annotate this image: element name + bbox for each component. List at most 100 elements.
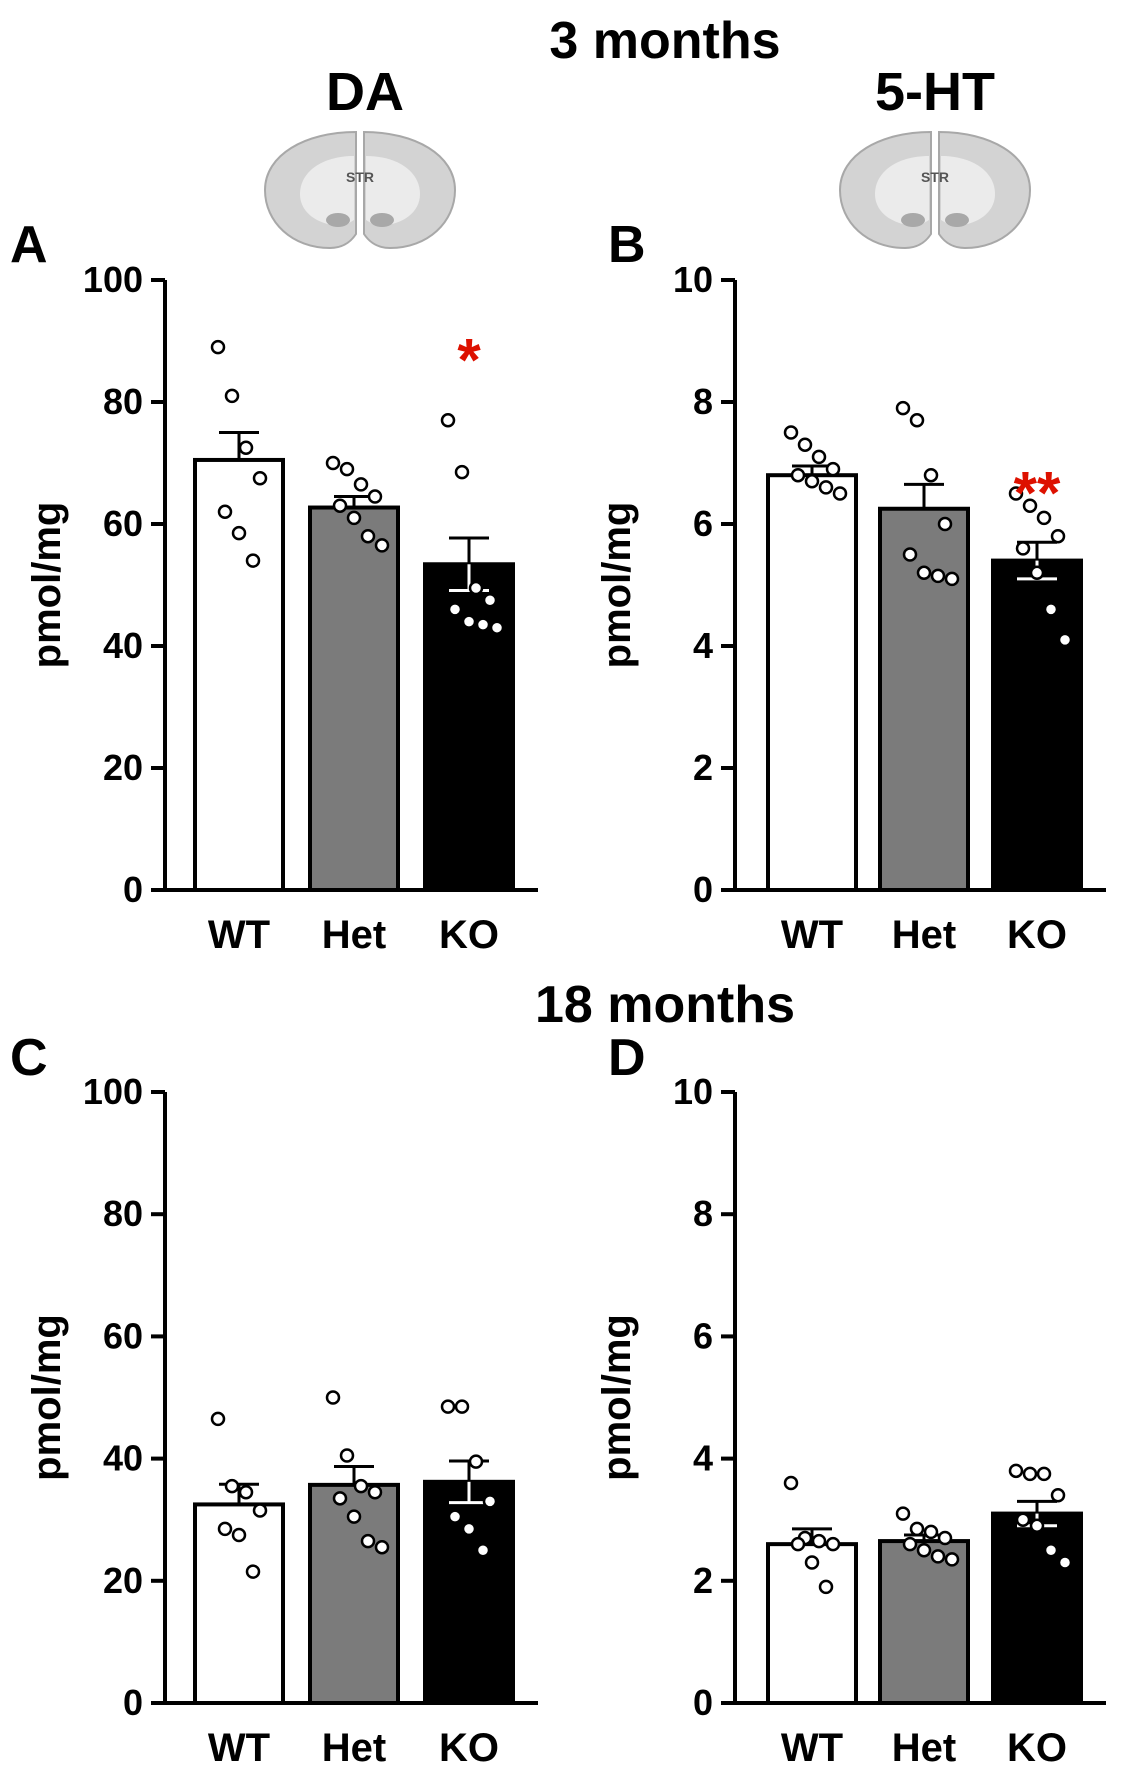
y-tick-label: 100 (83, 1071, 143, 1112)
data-point-ko (1050, 528, 1066, 544)
data-point-wt (804, 1555, 820, 1570)
data-point-wt (783, 425, 799, 440)
data-point-het (367, 489, 383, 504)
data-point-het (902, 1536, 918, 1552)
bar-het (878, 1539, 970, 1705)
bar-wt (766, 1542, 858, 1706)
panel-letter-a: A (10, 216, 48, 274)
data-point-ko (461, 1521, 477, 1537)
data-point-het (944, 571, 960, 587)
data-point-wt (245, 553, 261, 568)
y-tick-label: 80 (103, 381, 143, 422)
bar-wt (766, 473, 858, 892)
data-point-het (325, 455, 341, 471)
data-point-het (339, 461, 355, 477)
x-tick-label-het: Het (322, 1726, 386, 1770)
data-point-ko (1029, 565, 1045, 581)
data-point-ko (440, 413, 456, 428)
y-tick-label: 20 (103, 1560, 143, 1601)
data-point-ko (482, 1494, 498, 1509)
data-point-wt (790, 467, 806, 483)
data-point-ko (475, 1543, 491, 1558)
panel-letter-b: B (608, 216, 646, 274)
data-point-ko (440, 1399, 456, 1414)
panel-letter-d: D (608, 1029, 646, 1087)
bar-ko (423, 1479, 515, 1705)
data-point-ko (1022, 498, 1038, 513)
data-point-het (360, 528, 376, 544)
x-tick-label-ko: KO (1007, 1726, 1067, 1770)
x-tick-label-ko: KO (439, 1726, 499, 1770)
data-point-wt (252, 1503, 268, 1518)
data-point-ko (489, 620, 505, 635)
data-point-het (332, 1491, 348, 1506)
y-tick-label: 0 (123, 869, 143, 910)
data-point-wt (231, 1527, 247, 1543)
col-title-da: DA (326, 62, 404, 122)
data-point-het (937, 1530, 953, 1546)
significance-ko: ** (1014, 460, 1061, 527)
data-point-ko (482, 593, 498, 608)
y-tick-label: 8 (693, 1193, 713, 1234)
data-point-wt (790, 1536, 806, 1552)
data-point-het (930, 1549, 946, 1564)
data-point-ko (475, 617, 491, 632)
data-point-ko (1043, 1543, 1059, 1558)
data-point-wt (825, 461, 841, 477)
data-point-het (332, 498, 348, 513)
data-point-ko (1036, 510, 1052, 526)
y-tick-label: 4 (693, 625, 713, 666)
data-point-wt (210, 339, 226, 355)
data-point-wt (252, 471, 268, 486)
data-point-wt (818, 480, 834, 495)
data-point-het (930, 568, 946, 584)
data-point-het (909, 1521, 925, 1537)
brain-str-icon-left: STR (263, 130, 457, 250)
data-point-wt (811, 1533, 827, 1549)
data-point-het (902, 547, 918, 562)
data-point-ko (468, 1454, 484, 1469)
bar-ko (991, 558, 1083, 892)
significance-ko: * (457, 326, 481, 393)
y-axis-label: pmol/mg (595, 502, 639, 669)
x-tick-label-het: Het (322, 913, 386, 957)
y-tick-label: 8 (693, 381, 713, 422)
y-axis-label: pmol/mg (25, 1314, 69, 1481)
data-point-het (374, 538, 390, 553)
brain-str-icon-right: STR (838, 130, 1032, 250)
data-point-het (346, 510, 362, 526)
y-tick-label: 60 (103, 503, 143, 544)
data-point-het (944, 1552, 960, 1567)
y-tick-label: 100 (83, 259, 143, 300)
data-point-ko (1050, 1488, 1066, 1503)
y-axis-label: pmol/mg (25, 502, 69, 669)
data-point-wt (818, 1579, 834, 1595)
x-tick-label-wt: WT (781, 1726, 843, 1770)
data-point-ko (1022, 1466, 1038, 1482)
data-point-ko (1036, 1466, 1052, 1482)
y-tick-label: 10 (673, 1071, 713, 1112)
x-tick-label-wt: WT (208, 913, 270, 957)
data-point-wt (238, 440, 254, 455)
col-title-5ht: 5-HT (875, 62, 995, 122)
data-point-ko (1057, 632, 1073, 648)
bar-het (308, 505, 400, 892)
y-tick-label: 6 (693, 503, 713, 544)
data-point-ko (461, 614, 477, 629)
y-tick-label: 6 (693, 1315, 713, 1356)
data-point-het (923, 1524, 939, 1540)
data-point-ko (1008, 1463, 1024, 1479)
y-tick-label: 0 (693, 869, 713, 910)
y-tick-label: 10 (673, 259, 713, 300)
x-tick-label-ko: KO (1007, 913, 1067, 957)
data-point-het (346, 1509, 362, 1524)
data-point-het (353, 477, 369, 492)
data-point-wt (825, 1536, 841, 1552)
data-point-wt (210, 1411, 226, 1427)
y-tick-label: 4 (693, 1438, 713, 1479)
